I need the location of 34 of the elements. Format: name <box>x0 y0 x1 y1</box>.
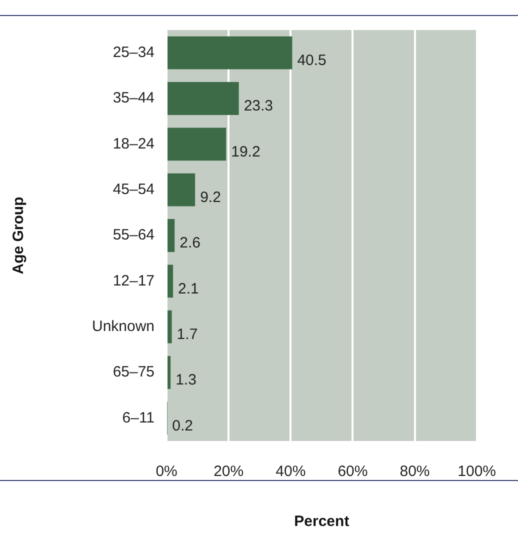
y-axis-title: Age Group <box>10 196 28 274</box>
data-label: 9.2 <box>200 188 221 206</box>
x-tick-label: 60% <box>338 463 368 480</box>
y-tick-label: 65–75 <box>112 364 155 381</box>
y-tick-label: 45–54 <box>112 180 155 198</box>
x-tick-label: 20% <box>214 463 244 480</box>
x-tick-label: 80% <box>400 463 430 480</box>
bar <box>168 173 196 206</box>
y-tick-label: 35–44 <box>112 90 155 107</box>
x-tick-label: 100% <box>458 463 496 480</box>
data-label: 2.6 <box>180 234 200 252</box>
y-tick-label: 6–11 <box>122 409 155 426</box>
data-label: 19.2 <box>231 143 260 160</box>
data-label: 2.1 <box>178 280 199 298</box>
data-label: 23.3 <box>244 98 274 115</box>
x-tick-label: 40% <box>276 463 306 480</box>
y-tick-label: 18–24 <box>112 135 155 152</box>
bar <box>168 356 171 389</box>
data-label: 0.2 <box>172 417 194 434</box>
bar <box>168 36 292 70</box>
x-axis-title: Percent <box>294 513 350 530</box>
bar <box>168 82 239 115</box>
y-tick-label: 25–34 <box>112 44 155 61</box>
y-tick-label: 55–64 <box>112 226 155 244</box>
bar <box>168 264 174 298</box>
data-label: 40.5 <box>297 52 326 69</box>
data-label: 1.3 <box>176 372 196 389</box>
bar <box>168 128 226 161</box>
y-tick-label: 12–17 <box>112 272 155 290</box>
data-label: 1.7 <box>176 326 198 343</box>
bar <box>168 310 172 344</box>
y-tick-label: Unknown <box>92 318 155 335</box>
x-tick-label: 0% <box>156 463 178 480</box>
bar <box>168 219 175 252</box>
